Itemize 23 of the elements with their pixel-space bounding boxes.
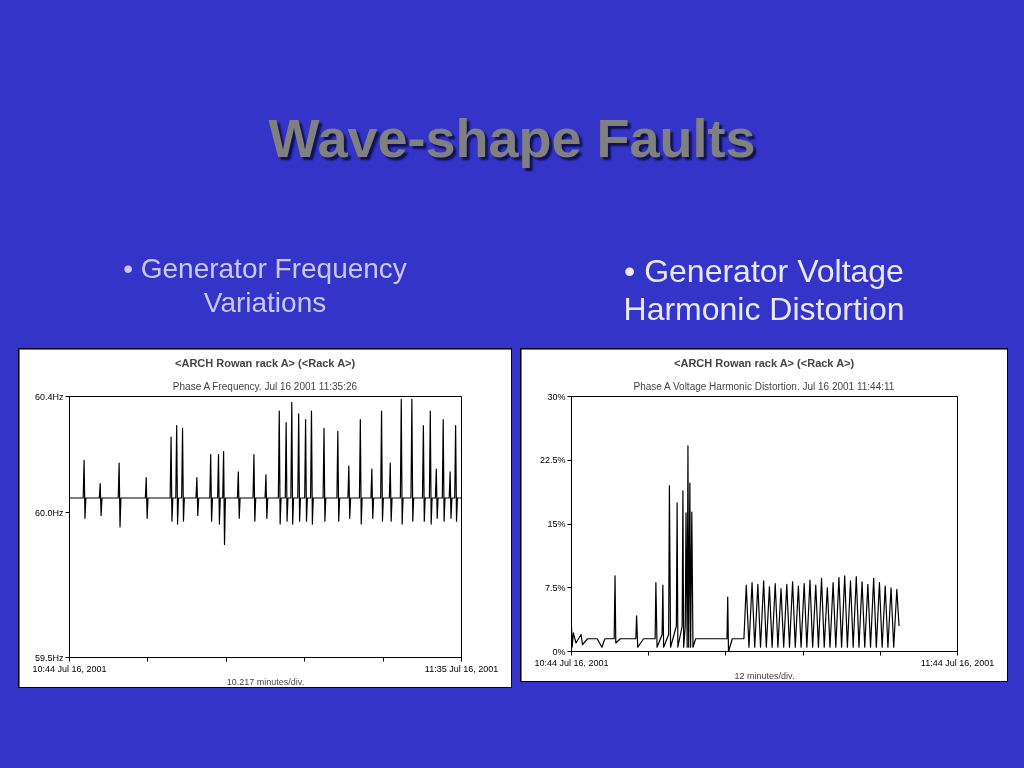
chart-title: <ARCH Rowan rack A> (<Rack A>) — [175, 356, 356, 369]
y-tick-label: 59.5Hz — [34, 652, 64, 663]
y-tick-label: 15% — [547, 519, 566, 529]
chart-subtitle: Phase A Frequency. Jul 16 2001 11:35:26 — [172, 380, 358, 392]
y-tick-label: 60.0Hz — [34, 507, 64, 518]
line-series — [69, 398, 462, 545]
y-tick-label: 60.4Hz — [34, 391, 64, 402]
y-tick-label: 0% — [552, 646, 566, 657]
x-axis-title: 12 minutes/div. — [734, 670, 795, 681]
y-tick-label: 30% — [547, 391, 566, 402]
chart-subtitle: Phase A Voltage Harmonic Distortion. Jul 16 2001 11:44:11 — [633, 380, 895, 392]
text: • Generator Frequency Variations — [122, 252, 408, 320]
line-series — [571, 445, 900, 652]
x-tick-label: 10:44 Jul 16, 2001 — [32, 663, 107, 674]
x-tick-label: 11:35 Jul 16, 2001 — [424, 663, 499, 674]
y-tick-label: 7.5% — [544, 582, 566, 593]
text: Wave-shape Faults — [267, 107, 757, 170]
y-tick-label: 22.5% — [539, 455, 566, 466]
x-tick-label: 10:44 Jul 16, 2001 — [534, 657, 609, 668]
x-tick-label: 11:44 Jul 16, 2001 — [920, 657, 995, 668]
x-axis-title: 10.217 minutes/div. — [226, 676, 305, 687]
chart-title: <ARCH Rowan rack A> (<Rack A>) — [674, 356, 855, 369]
text: • Generator Voltage Harmonic Distortion — [622, 252, 906, 329]
